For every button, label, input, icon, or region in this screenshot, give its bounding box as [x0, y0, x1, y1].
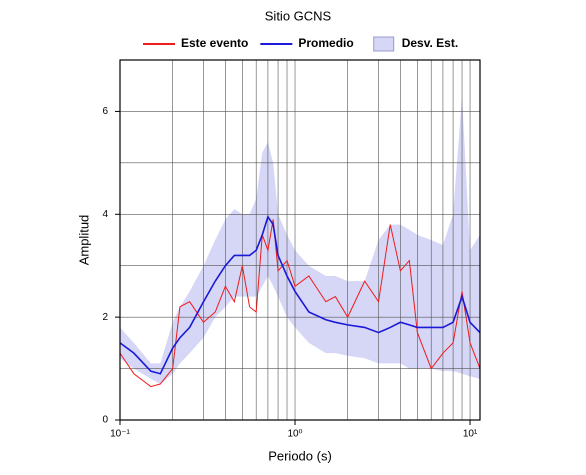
x-tick-label: 10⁻¹: [110, 429, 130, 440]
chart-title: Sitio GCNS: [265, 8, 332, 23]
y-axis-label: Amplitud: [76, 215, 91, 266]
legend-label: Promedio: [298, 36, 353, 50]
x-axis-label: Periodo (s): [268, 448, 332, 463]
y-tick-label: 6: [102, 106, 108, 117]
legend-label: Desv. Est.: [402, 36, 458, 50]
y-tick-label: 0: [102, 415, 108, 426]
x-tick-label: 10¹: [463, 429, 478, 440]
std-band: [120, 96, 480, 384]
series-line: [119, 215, 481, 375]
y-tick-label: 2: [102, 312, 108, 323]
legend-swatch: [373, 36, 395, 52]
legend-label: Este evento: [181, 36, 248, 50]
x-tick-label: 10⁰: [287, 429, 302, 440]
plot-frame: [119, 59, 481, 421]
y-tick-label: 4: [102, 209, 108, 220]
